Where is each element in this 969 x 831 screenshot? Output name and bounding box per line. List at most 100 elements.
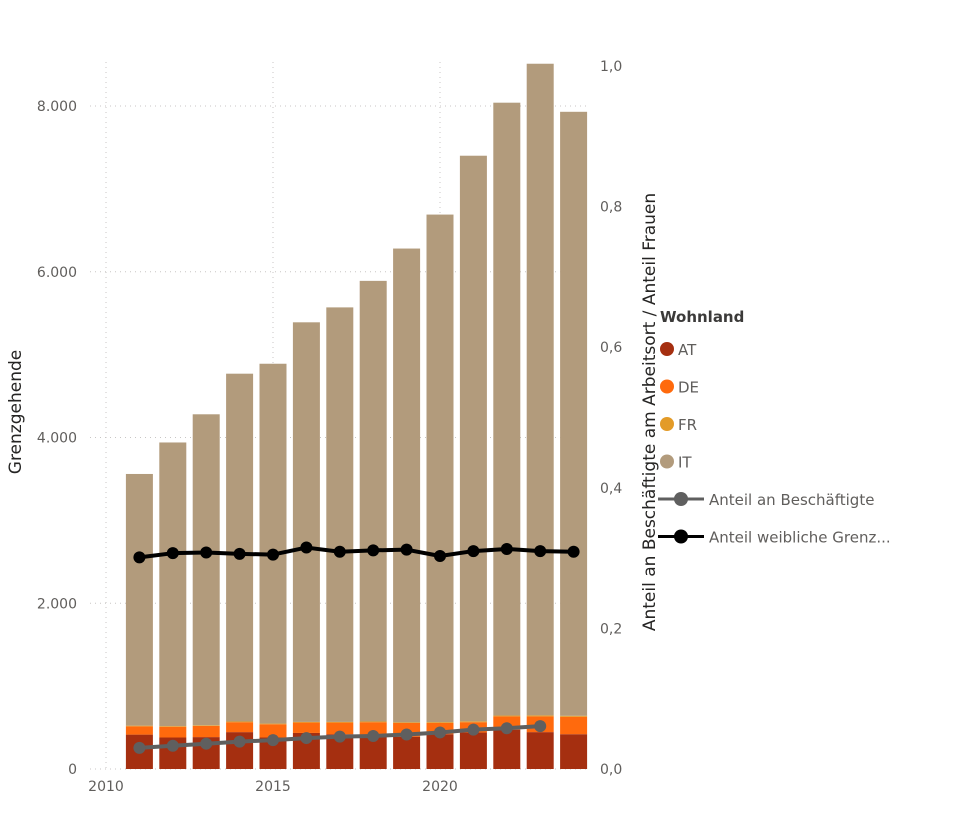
bar-segment-at — [526, 732, 554, 769]
legend-marker-fr — [660, 417, 674, 431]
bar-segment-it — [426, 214, 454, 723]
bar-segment-it — [459, 155, 487, 722]
line-point-anteil-weibliche-grenz — [233, 547, 246, 560]
bar-segment-it — [393, 248, 421, 723]
line-point-anteil-an-besch-ftigte — [166, 739, 179, 752]
line-point-anteil-weibliche-grenz — [434, 549, 446, 562]
line-point-anteil-an-besch-ftigte — [434, 726, 446, 739]
line-point-anteil-an-besch-ftigte — [467, 723, 480, 736]
bar-segment-it — [526, 63, 554, 716]
stacked-bars — [125, 63, 588, 769]
bar-segment-at — [493, 729, 521, 769]
bar-segment-de — [125, 726, 153, 735]
bar-segment-it — [259, 363, 287, 724]
bar-segment-fr — [159, 726, 187, 727]
bar-segment-at — [426, 734, 454, 769]
bar-segment-fr — [292, 721, 320, 723]
line-point-anteil-weibliche-grenz — [467, 545, 480, 558]
y-tick-label: 2.000 — [37, 596, 77, 612]
y2-tick-label: 0,0 — [600, 762, 622, 778]
line-point-anteil-weibliche-grenz — [300, 541, 313, 554]
y-axis-title: Grenzgehende — [6, 350, 26, 474]
line-series — [133, 541, 580, 754]
line-point-anteil-weibliche-grenz — [500, 542, 513, 555]
legend-label: DE — [678, 379, 699, 397]
bar-segment-fr — [560, 715, 588, 717]
bar-segment-de — [326, 722, 354, 735]
line-point-anteil-weibliche-grenz — [166, 547, 179, 560]
bar-segment-fr — [125, 725, 153, 727]
bar-segment-it — [326, 307, 354, 722]
y-tick-label: 6.000 — [37, 265, 77, 281]
y2-tick-label: 0,6 — [600, 340, 622, 356]
x-tick-label: 2020 — [422, 779, 458, 795]
bar-segment-it — [359, 280, 387, 722]
bar-segment-de — [359, 722, 387, 736]
line-point-anteil-weibliche-grenz — [333, 545, 346, 558]
legend-marker-de — [660, 379, 674, 394]
bar-segment-at — [459, 732, 487, 769]
x-tick-label: 2015 — [255, 779, 291, 795]
bar-segment-de — [292, 722, 320, 733]
y-axis-left: 0 2.000 4.000 6.000 8.000 — [37, 99, 77, 778]
bar-segment-fr — [359, 721, 387, 723]
bar-segment-fr — [526, 715, 554, 717]
line-point-anteil-an-besch-ftigte — [500, 722, 513, 735]
x-axis: 2010 2015 2020 — [88, 779, 458, 795]
y2-tick-label: 0,8 — [600, 200, 622, 216]
line-point-anteil-weibliche-grenz — [534, 545, 547, 558]
line-point-anteil-an-besch-ftigte — [200, 737, 213, 750]
bar-segment-fr — [192, 725, 220, 726]
bar-segment-it — [192, 414, 220, 726]
legend-line-dot — [674, 529, 688, 544]
legend-label: Anteil weibliche Grenz... — [709, 529, 891, 547]
legend-label: Anteil an Beschäftigte — [709, 491, 874, 509]
y2-tick-label: 0,4 — [600, 481, 622, 497]
legend-line-dot — [674, 492, 688, 506]
bar-segment-fr — [493, 715, 521, 717]
line-point-anteil-an-besch-ftigte — [267, 734, 279, 747]
bar-segment-it — [493, 102, 521, 716]
line-point-anteil-weibliche-grenz — [267, 548, 279, 561]
bar-segment-it — [125, 473, 153, 726]
bar-segment-de — [159, 726, 187, 738]
bar-segment-fr — [226, 721, 254, 723]
bar-segment-de — [560, 716, 588, 735]
legend-marker-it — [660, 454, 674, 469]
line-point-anteil-an-besch-ftigte — [233, 735, 246, 748]
legend: Wohnland AT DE FR IT Anteil an Beschäftigte A… — [658, 308, 891, 547]
bar-segment-fr — [326, 721, 354, 723]
bar-segment-it — [292, 322, 320, 722]
bar-segment-fr — [259, 723, 287, 725]
y2-tick-label: 0,2 — [600, 621, 622, 637]
line-point-anteil-weibliche-grenz — [367, 544, 380, 557]
legend-title: Wohnland — [660, 308, 744, 326]
line-point-anteil-an-besch-ftigte — [367, 729, 380, 742]
y-axis-right: 0,0 0,2 0,4 0,6 0,8 1,0 — [600, 59, 622, 778]
bar-segment-it — [159, 442, 187, 727]
bar-segment-de — [226, 722, 254, 733]
bar-segment-at — [393, 736, 421, 769]
y-tick-label: 8.000 — [37, 99, 77, 115]
line-point-anteil-an-besch-ftigte — [400, 728, 413, 741]
bar-segment-fr — [393, 722, 421, 724]
bar-segment-it — [560, 111, 588, 716]
y-tick-label: 4.000 — [37, 431, 77, 447]
line-point-anteil-an-besch-ftigte — [534, 720, 547, 733]
y2-axis-title: Anteil an Beschäftigte am Arbeitsort / A… — [640, 193, 660, 631]
bar-segment-de — [192, 725, 220, 738]
line-point-anteil-an-besch-ftigte — [133, 741, 146, 754]
y-tick-label: 0 — [68, 762, 77, 778]
line-point-anteil-an-besch-ftigte — [333, 730, 346, 743]
legend-marker-at — [660, 342, 674, 356]
y2-tick-label: 1,0 — [600, 59, 622, 75]
bar-segment-fr — [426, 722, 454, 724]
legend-label: AT — [678, 341, 697, 359]
line-point-anteil-weibliche-grenz — [400, 543, 413, 556]
bar-segment-it — [226, 373, 254, 722]
legend-label: IT — [678, 454, 692, 472]
line-point-anteil-an-besch-ftigte — [300, 732, 313, 745]
legend-label: FR — [678, 416, 697, 434]
line-point-anteil-weibliche-grenz — [200, 546, 213, 559]
